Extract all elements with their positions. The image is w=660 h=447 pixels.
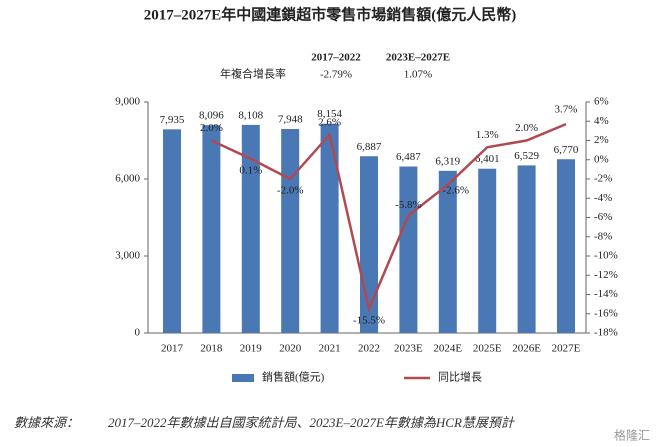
y2-tick-label: 6% [594, 96, 609, 108]
data-label: 6,887 [357, 141, 382, 153]
y2-tick-label: -10% [594, 250, 618, 262]
bar [320, 123, 339, 334]
cagr-value: -2.79% [320, 69, 352, 81]
data-label: 2.0% [200, 122, 223, 134]
data-label: -2.0% [277, 185, 304, 197]
y-tick-label: 0 [135, 327, 141, 339]
data-label: 8,108 [238, 109, 263, 121]
x-tick-label: 2021 [319, 343, 341, 355]
y2-tick-label: 0% [594, 153, 609, 165]
data-label: -5.8% [395, 199, 422, 211]
data-label: -15.5% [353, 314, 385, 326]
data-label: 2.0% [515, 122, 538, 134]
y2-tick-label: 2% [594, 134, 609, 146]
x-tick-label: 2023E [394, 343, 423, 355]
data-label: 7,935 [160, 114, 185, 126]
cagr-period: 2023E–2027E [386, 52, 450, 64]
data-label: 3.7% [555, 104, 578, 116]
watermark: 格隆汇 [614, 428, 650, 443]
bar [241, 124, 260, 333]
legend-label: 銷售額(億元) [262, 370, 325, 384]
x-tick-label: 2019 [240, 343, 263, 355]
cagr-label: 年複合增長率 [220, 67, 286, 81]
y2-tick-label: -4% [594, 192, 612, 204]
bar [399, 166, 418, 333]
x-tick-label: 2022 [358, 343, 380, 355]
y-tick-label: 3,000 [115, 250, 140, 262]
data-label: 2.6% [318, 116, 341, 128]
x-tick-label: 2017 [161, 343, 184, 355]
x-tick-label: 2025E [473, 343, 502, 355]
bar [517, 165, 536, 333]
chart-title: 2017–2027E年中國連鎖超市零售市場銷售額(億元人民幣) [144, 5, 517, 23]
bar [478, 168, 497, 333]
legend-label: 同比增長 [438, 370, 482, 384]
y2-tick-label: -6% [594, 211, 612, 223]
data-label: 8,154 [317, 108, 342, 120]
bar [281, 129, 300, 333]
cagr-period: 2017–2022 [311, 52, 361, 64]
y-tick-label: 6,000 [115, 173, 140, 185]
y2-tick-label: -14% [594, 288, 618, 300]
x-tick-label: 2020 [279, 343, 302, 355]
data-label: 6,529 [514, 150, 539, 162]
y2-tick-label: -8% [594, 230, 612, 242]
y2-tick-label: -12% [594, 269, 618, 281]
bar [202, 125, 221, 333]
data-label: 8,096 [199, 110, 224, 122]
bar [163, 129, 181, 333]
x-tick-label: 2018 [200, 343, 223, 355]
x-tick-label: 2026E [512, 343, 541, 355]
y2-tick-label: 4% [594, 115, 609, 127]
data-label: 0.1% [239, 164, 262, 176]
bar [438, 170, 457, 333]
x-tick-label: 2024E [433, 343, 462, 355]
x-tick-label: 2027E [552, 343, 581, 355]
data-label: 6,401 [475, 153, 500, 165]
data-label: 6,770 [554, 144, 579, 156]
data-label: -2.6% [443, 184, 470, 196]
y2-tick-label: -16% [594, 307, 618, 319]
y-tick-label: 9,000 [115, 96, 140, 108]
source-label: 數據來源： [14, 415, 79, 430]
source-text: 2017–2022年數據出自國家統計局、2023E–2027E年數據為HCR慧展… [108, 415, 516, 430]
cagr-value: 1.07% [404, 69, 432, 81]
y2-tick-label: -18% [594, 327, 618, 339]
bar [557, 159, 575, 333]
data-label: 6,487 [396, 151, 421, 163]
data-label: 6,319 [435, 155, 460, 167]
data-label: 7,948 [278, 114, 303, 126]
legend-swatch [232, 374, 254, 382]
line [210, 122, 567, 314]
y2-tick-label: -2% [594, 173, 612, 185]
data-label: 1.3% [476, 129, 499, 141]
